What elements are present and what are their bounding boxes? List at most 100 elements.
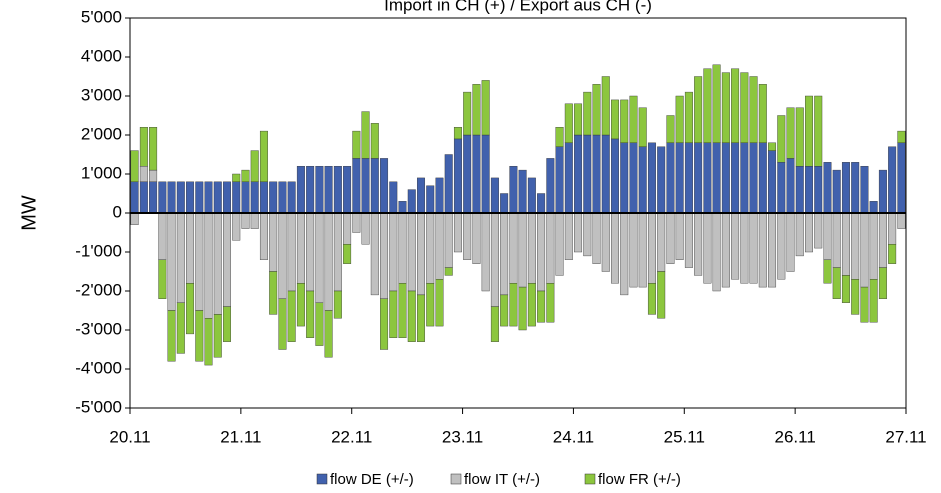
bar-segment	[851, 279, 860, 315]
bar-segment	[509, 283, 518, 327]
y-tick-label: 0	[113, 202, 122, 221]
bar-segment	[703, 212, 712, 284]
bar-segment	[213, 181, 222, 214]
x-tick-label: 23.11	[442, 427, 483, 446]
bar-segment	[287, 181, 296, 214]
bar-segment	[564, 212, 573, 260]
bar-segment	[195, 181, 204, 214]
bar-segment	[343, 243, 352, 264]
bar-segment	[343, 165, 352, 214]
bar-segment	[814, 212, 823, 249]
bar-segment	[620, 212, 629, 296]
bar-segment	[333, 165, 342, 214]
bar-segment	[555, 126, 564, 147]
bar-segment	[139, 181, 148, 214]
bar-segment	[435, 279, 444, 327]
bar-segment	[684, 142, 693, 214]
bar-segment	[407, 189, 416, 214]
bar-segment	[832, 267, 841, 300]
bar-segment	[481, 80, 490, 136]
bar-segment	[490, 306, 499, 342]
bar-segment	[204, 212, 213, 319]
bar-segment	[463, 91, 472, 136]
bar-segment	[518, 286, 527, 331]
bar-segment	[306, 212, 315, 292]
bar-segment	[426, 212, 435, 284]
legend-label: flow IT (+/-)	[464, 471, 540, 488]
bar-segment	[130, 150, 139, 183]
bar-segment	[527, 177, 536, 214]
bar-segment	[731, 142, 740, 214]
bar-segment	[213, 212, 222, 315]
bar-segment	[472, 84, 481, 136]
bar-segment	[417, 177, 425, 214]
bar-segment	[823, 162, 832, 214]
bar-segment	[176, 212, 185, 303]
bar-segment	[721, 72, 730, 143]
bar-segment	[878, 169, 887, 214]
bar-segment	[795, 165, 804, 214]
bar-segment	[453, 138, 462, 214]
bar-segment	[620, 99, 629, 144]
bar-segment	[241, 181, 250, 214]
bar-segment	[555, 212, 564, 276]
bar-segment	[712, 64, 721, 144]
bar-segment	[657, 146, 666, 214]
bar-segment	[860, 212, 869, 288]
bar-segment	[158, 212, 167, 260]
bar-segment	[666, 212, 675, 264]
bar-segment	[869, 279, 878, 323]
bar-segment	[232, 173, 241, 183]
bar-segment	[269, 181, 278, 214]
bar-segment	[250, 212, 259, 229]
bar-segment	[647, 283, 656, 315]
bar-segment	[805, 165, 813, 214]
bar-segment	[675, 95, 684, 143]
bar-segment	[407, 290, 416, 342]
bar-segment	[324, 310, 333, 358]
bar-segment	[380, 158, 389, 214]
bar-segment	[694, 212, 703, 276]
bar-segment	[814, 95, 823, 167]
bar-segment	[869, 201, 878, 214]
bar-segment	[352, 212, 361, 233]
bar-segment	[324, 212, 333, 311]
bar-segment	[195, 310, 204, 362]
bar-segment	[139, 165, 148, 182]
bar-segment	[675, 142, 684, 214]
bar-segment	[259, 181, 268, 214]
bar-segment	[601, 76, 610, 136]
bar-segment	[712, 142, 721, 214]
bar-segment	[721, 212, 730, 288]
bar-segment	[786, 107, 795, 159]
bar-segment	[638, 146, 647, 214]
bar-segment	[703, 68, 712, 143]
y-axis-label: MW	[18, 195, 40, 231]
bar-segment	[527, 283, 536, 327]
bar-segment	[509, 165, 518, 214]
bar-segment	[574, 212, 583, 253]
bar-segment	[167, 212, 176, 311]
bar-segment	[712, 212, 721, 292]
bar-segment	[546, 212, 555, 284]
bar-segment	[823, 259, 832, 284]
bar-segment	[601, 134, 610, 214]
bar-segment	[684, 212, 693, 268]
bar-segment	[223, 212, 231, 307]
bar-segment	[564, 142, 573, 214]
bar-segment	[860, 286, 869, 323]
bar-segment	[703, 142, 712, 214]
bar-segment	[204, 181, 213, 214]
bar-segment	[296, 165, 305, 214]
bar-segment	[380, 212, 389, 300]
bar-segment	[537, 212, 546, 292]
bar-segment	[749, 142, 758, 214]
bar-segment	[287, 212, 296, 292]
bar-segment	[389, 290, 398, 338]
bar-segment	[795, 107, 804, 167]
bar-segment	[823, 212, 832, 260]
bar-segment	[694, 76, 703, 144]
bar-segment	[546, 283, 555, 323]
bar-segment	[186, 181, 195, 214]
bar-segment	[333, 212, 342, 292]
